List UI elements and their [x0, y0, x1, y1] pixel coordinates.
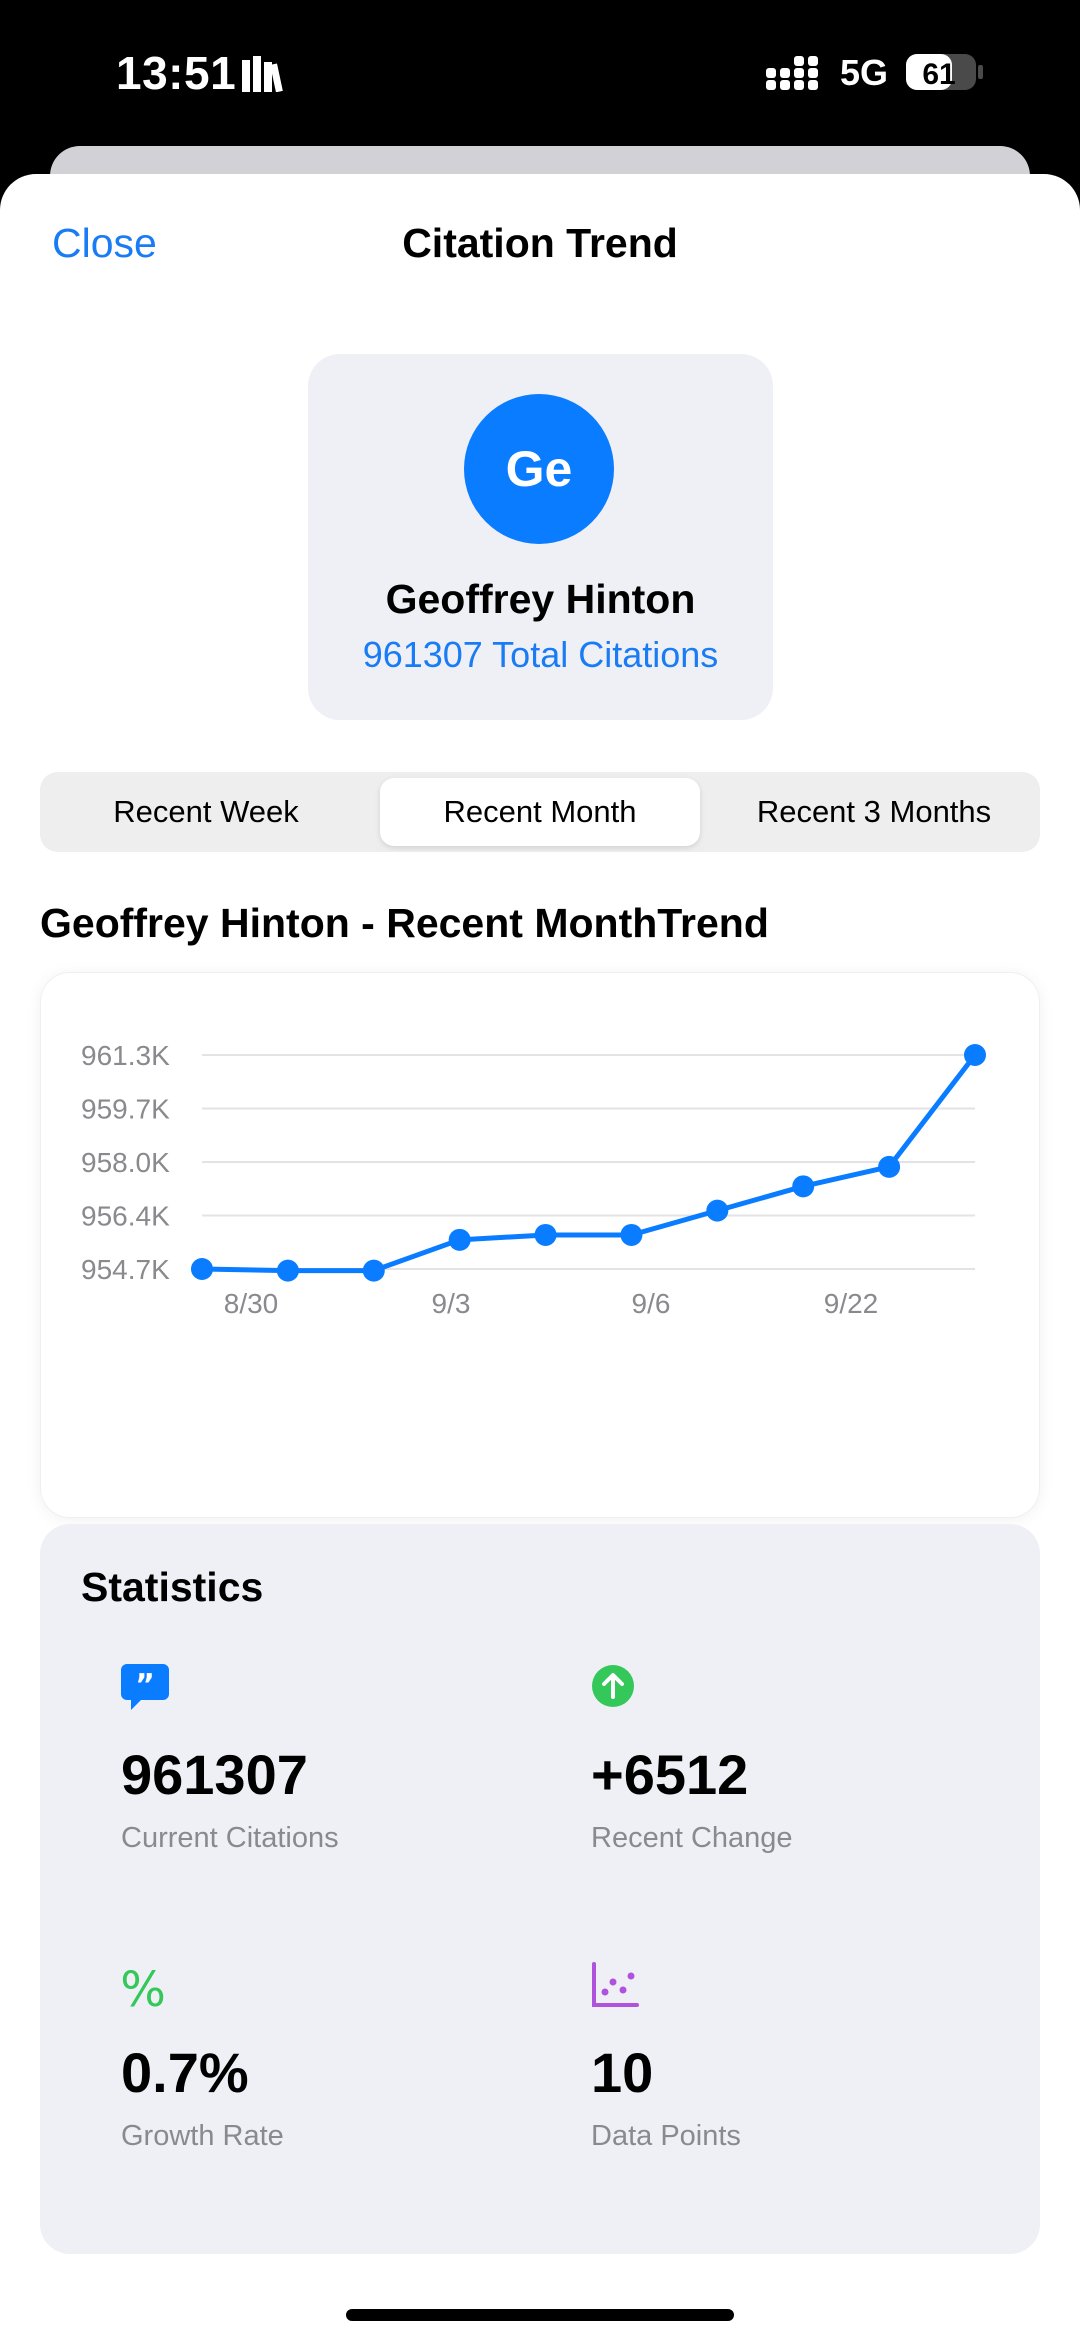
svg-text:”: ” — [135, 1668, 155, 1703]
svg-text:%: % — [121, 1962, 165, 2010]
stat-current-citations: ” 961307 Current Citations — [121, 1664, 541, 1864]
y-tick-label: 958.0K — [81, 1147, 170, 1178]
y-tick-label: 956.4K — [81, 1201, 170, 1232]
stat-growth-rate: % 0.7% Growth Rate — [120, 1962, 541, 2162]
tab-recent-3-months[interactable]: Recent 3 Months — [756, 794, 992, 829]
tab-recent-week[interactable]: Recent Week — [113, 794, 299, 829]
data-point[interactable] — [964, 1044, 986, 1066]
books-icon — [242, 56, 284, 97]
x-tick-label: 8/30 — [224, 1288, 279, 1319]
stat-value: 10 — [591, 2041, 654, 2104]
status-bar: 13:51 5G 61 — [0, 0, 1080, 150]
author-name: Geoffrey Hinton — [385, 576, 696, 622]
network-type: 5G — [840, 52, 889, 93]
home-indicator[interactable] — [346, 2309, 734, 2321]
arrow-up-circle-icon — [591, 1664, 635, 1713]
stat-value: 961307 — [121, 1743, 308, 1806]
stat-label: Data Points — [591, 2120, 741, 2152]
data-point[interactable] — [191, 1258, 213, 1280]
tab-recent-month[interactable]: Recent Month — [380, 778, 700, 846]
data-point[interactable] — [878, 1155, 901, 1178]
series-line — [199, 1052, 978, 1274]
battery-icon: 61 — [906, 52, 986, 97]
data-point[interactable] — [534, 1223, 557, 1246]
stat-label: Current Citations — [121, 1822, 339, 1854]
data-point[interactable] — [362, 1259, 385, 1282]
citation-trend-sheet: Close Citation Trend Ge Geoffrey Hinton … — [0, 174, 1080, 2341]
quote-bubble-icon: ” — [121, 1664, 169, 1715]
stat-recent-change: +6512 Recent Change — [591, 1664, 1011, 1864]
citation-line-chart: 961.3K 959.7K 958.0K 956.4K 954.7K 8/30 9/3 9/6… — [81, 1040, 986, 1319]
statistics-title: Statistics — [81, 1564, 264, 1610]
y-tick-label: 961.3K — [81, 1040, 170, 1071]
stat-value: 0.7% — [121, 2041, 249, 2104]
profile-card: Ge Geoffrey Hinton 961307 Total Citation… — [308, 354, 773, 720]
data-point[interactable] — [276, 1259, 299, 1282]
time-range-selector: Recent Week Recent Month Recent 3 Months — [40, 772, 1040, 852]
signal-strength-icon — [766, 56, 824, 97]
stat-value: +6512 — [591, 1743, 749, 1806]
total-citations: 961307 Total Citations — [362, 634, 719, 675]
statistics-card: Statistics ” 961307 Current Citations +6… — [40, 1524, 1040, 2254]
close-button[interactable]: Close — [52, 220, 157, 266]
x-tick-label: 9/6 — [632, 1288, 671, 1319]
y-tick-label: 954.7K — [81, 1254, 170, 1285]
stat-label: Growth Rate — [121, 2120, 284, 2152]
nav-bar: Close Citation Trend — [0, 174, 1080, 314]
avatar: Ge — [464, 394, 614, 544]
y-tick-label: 959.7K — [81, 1094, 170, 1125]
chart-title: Geoffrey Hinton - Recent MonthTrend — [40, 900, 769, 946]
scatter-chart-icon — [591, 1962, 639, 2013]
x-tick-label: 9/3 — [432, 1288, 471, 1319]
stat-data-points: 10 Data Points — [591, 1962, 1011, 2162]
page-title: Citation Trend — [402, 220, 678, 266]
stat-label: Recent Change — [591, 1822, 793, 1854]
chart-card: 961.3K 959.7K 958.0K 956.4K 954.7K 8/30 9/3 9/6… — [40, 972, 1040, 1518]
data-point[interactable] — [792, 1175, 815, 1198]
status-time: 13:51 — [116, 47, 237, 99]
percent-icon: % — [120, 1962, 166, 2018]
data-point[interactable] — [620, 1223, 643, 1246]
data-point[interactable] — [706, 1199, 729, 1222]
data-point[interactable] — [448, 1228, 471, 1251]
x-tick-label: 9/22 — [824, 1288, 879, 1319]
battery-level: 61 — [922, 58, 955, 91]
